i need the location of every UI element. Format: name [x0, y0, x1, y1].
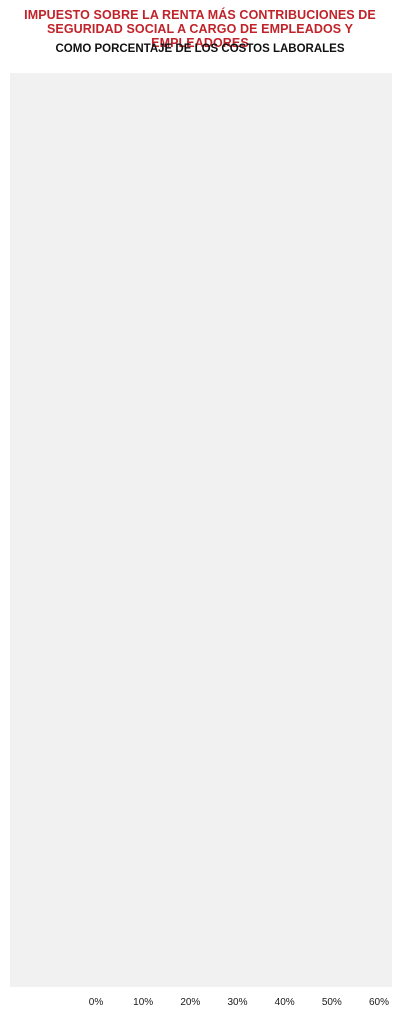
- chart-title-line-2: SEGURIDAD SOCIAL A CARGO DE EMPLEADOS Y …: [46, 22, 354, 50]
- x-tick-50: 50%: [322, 997, 342, 1008]
- chart-title-line-1: IMPUESTO SOBRE LA RENTA MÁS CONTRIBUCION…: [24, 8, 376, 22]
- x-tick-20: 20%: [180, 997, 200, 1008]
- chart-subtitle: COMO PORCENTAJE DE LOS COSTOS LABORALES: [55, 43, 345, 55]
- x-tick-30: 30%: [227, 997, 247, 1008]
- x-tick-40: 40%: [275, 997, 295, 1008]
- x-tick-10: 10%: [133, 997, 153, 1008]
- x-axis-ticks: 0% 10% 20% 30% 40% 50% 60%: [89, 997, 389, 1008]
- x-tick-60: 60%: [369, 997, 389, 1008]
- x-tick-0: 0%: [89, 997, 104, 1008]
